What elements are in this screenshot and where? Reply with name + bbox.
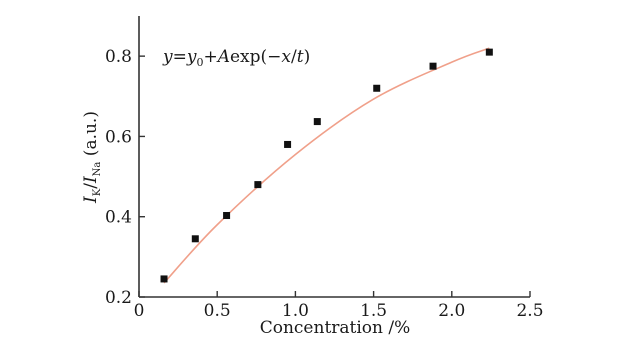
y-tick-label: 0.6 [105, 127, 132, 147]
x-tick-label: 1.5 [360, 301, 387, 321]
y-tick-label: 0.2 [105, 288, 132, 308]
y-axis-title: IK/INa (a.u.) [81, 111, 103, 204]
y-tick-label: 0.4 [105, 208, 132, 228]
x-ticks: 0 0.5 1.0 1.5 2.0 2.5 [134, 291, 544, 321]
fit-curve [163, 47, 490, 284]
x-tick-label: 0.5 [204, 301, 231, 321]
data-point [160, 275, 168, 283]
data-point [254, 181, 262, 189]
x-axis-title: Concentration /% [260, 318, 411, 338]
data-point [429, 62, 437, 70]
data-point [373, 84, 381, 92]
data-point [313, 118, 321, 126]
y-tick-label: 0.8 [105, 47, 132, 67]
data-point [284, 140, 292, 148]
data-point [223, 212, 231, 220]
data-point [191, 235, 199, 243]
x-tick-label: 2.5 [516, 301, 543, 321]
x-tick-label: 2.0 [438, 301, 465, 321]
x-tick-label: 1.0 [282, 301, 309, 321]
x-tick-label: 0 [134, 301, 145, 321]
equation-annotation: y=y0+Aexp(−x/t) [162, 47, 310, 69]
data-point [485, 48, 493, 56]
y-ticks: 0.2 0.4 0.6 0.8 [105, 47, 145, 308]
data-points [160, 48, 493, 283]
